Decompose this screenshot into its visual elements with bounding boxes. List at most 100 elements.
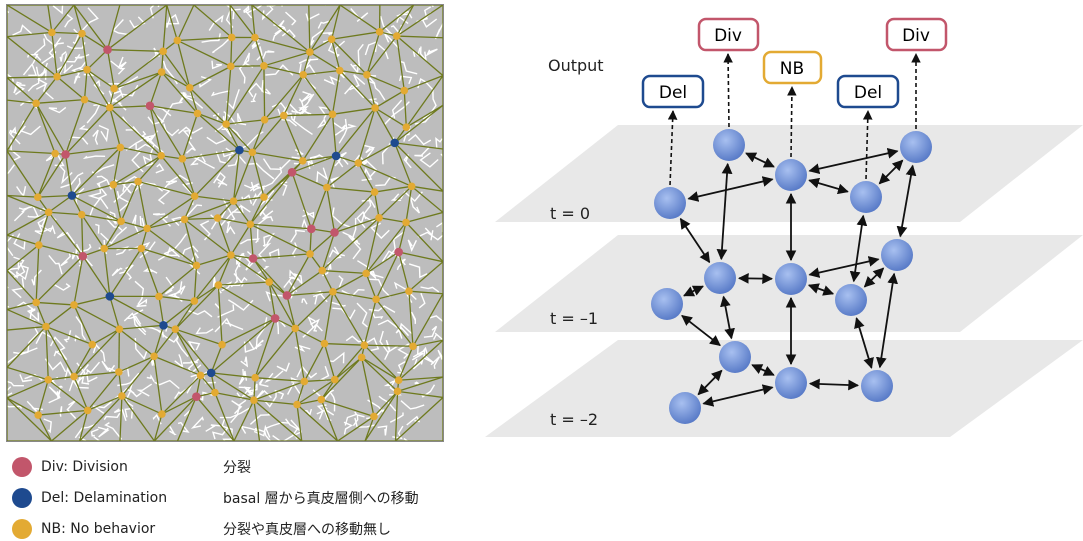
no-behavior-node	[248, 148, 257, 157]
no-behavior-node	[329, 287, 337, 296]
network-edge	[683, 285, 704, 297]
network-edges	[679, 148, 917, 407]
legend-item-delamination: Del: Delamination basal 層から真皮層側への移動	[12, 486, 419, 510]
delamination-node	[159, 321, 168, 330]
output-link	[862, 110, 873, 180]
no-behavior-node	[218, 340, 226, 349]
no-behavior-node	[178, 155, 187, 163]
no-behavior-node	[214, 281, 223, 289]
no-behavior-node	[400, 86, 409, 95]
output-link	[667, 110, 678, 186]
no-behavior-node	[173, 36, 182, 45]
division-node	[394, 247, 403, 257]
network-edge	[681, 314, 721, 347]
no-behavior-node	[137, 244, 146, 253]
no-behavior-node	[53, 72, 61, 81]
tissue-graph	[7, 5, 443, 441]
no-behavior-node	[298, 157, 307, 165]
no-behavior-node	[32, 99, 40, 108]
no-behavior-node	[157, 68, 166, 76]
network-node	[775, 159, 807, 191]
network-edge	[896, 164, 917, 238]
delamination-node	[235, 145, 244, 155]
no-behavior-node	[402, 218, 410, 227]
graph-edges	[7, 5, 443, 441]
delamination-node	[331, 151, 341, 161]
no-behavior-node	[117, 217, 125, 226]
no-behavior-node	[318, 266, 327, 275]
no-behavior-node	[260, 115, 269, 124]
no-behavior-node	[306, 250, 314, 258]
division-node	[282, 291, 292, 300]
no-behavior-node	[336, 66, 344, 75]
delamination-node	[390, 138, 399, 148]
no-behavior-node	[327, 35, 336, 44]
tissue-graph-panel	[6, 4, 444, 442]
no-behavior-node	[227, 251, 235, 259]
output-links	[667, 53, 921, 186]
output-link	[723, 53, 733, 128]
no-behavior-node	[134, 177, 142, 186]
no-behavior-node	[159, 47, 167, 56]
no-behavior-node	[34, 411, 42, 419]
time-label-t0: t = 0	[550, 204, 591, 223]
network-nodes	[651, 129, 932, 424]
legend-description: 分裂や真皮層への移動無し	[223, 522, 391, 538]
no-behavior-node	[157, 151, 165, 160]
no-behavior-node	[105, 103, 114, 112]
no-behavior-node	[407, 182, 416, 191]
temporal-network-diagram: Del Div NB Del Div Output t = 0 t = –1 t…	[480, 0, 1083, 541]
legend-description: 分裂	[223, 460, 251, 476]
delamination-node	[67, 191, 77, 200]
network-edge	[716, 162, 733, 261]
delamination-node	[105, 292, 115, 301]
network-node	[669, 392, 701, 424]
no-behavior-node	[260, 62, 268, 70]
no-behavior-node	[211, 388, 219, 397]
network-node	[850, 181, 882, 213]
division-node	[307, 224, 316, 234]
no-behavior-node	[115, 325, 124, 333]
network-node	[651, 288, 683, 320]
no-behavior-node	[328, 110, 337, 119]
svg-text:Del: Del	[659, 83, 687, 103]
time-label-t-2: t = –2	[550, 410, 599, 429]
no-behavior-node	[370, 412, 378, 421]
network-edge	[745, 152, 775, 168]
no-behavior-node	[193, 109, 202, 118]
network-canvas: Del Div NB Del Div	[485, 17, 1083, 437]
no-behavior-node	[394, 376, 403, 385]
no-behavior-node	[42, 322, 50, 331]
no-behavior-node	[180, 215, 189, 224]
no-behavior-node	[118, 392, 126, 400]
no-behavior-node	[48, 28, 56, 37]
network-edge	[808, 177, 849, 195]
network-node	[775, 263, 807, 295]
division-node	[78, 251, 88, 261]
network-edge	[720, 295, 735, 340]
output-box-del-2: Del	[836, 74, 900, 109]
network-edge	[878, 159, 904, 185]
delamination-node	[206, 368, 216, 378]
legend-item-no-behavior: NB: No behavior 分裂や真皮層への移動無し	[12, 517, 391, 541]
no-behavior-node	[375, 213, 383, 222]
svg-text:Del: Del	[854, 83, 882, 103]
output-box-del-1: Del	[641, 74, 705, 109]
no-behavior-node	[190, 297, 199, 305]
no-behavior-node	[229, 197, 238, 205]
no-behavior-node	[251, 33, 259, 42]
no-behavior-node	[227, 62, 235, 71]
no-behavior-node	[190, 192, 199, 200]
legend-term: NB: No behavior	[41, 521, 156, 537]
no-behavior-node	[150, 352, 158, 361]
no-behavior-node	[192, 261, 201, 270]
division-node	[103, 45, 112, 54]
no-behavior-node	[80, 95, 89, 104]
no-behavior-node	[100, 244, 109, 253]
network-edge	[808, 256, 880, 278]
no-behavior-node	[250, 396, 258, 404]
no-behavior-node	[306, 48, 314, 56]
no-behavior-node	[251, 373, 259, 382]
division-node	[192, 392, 201, 401]
network-node	[719, 341, 751, 373]
